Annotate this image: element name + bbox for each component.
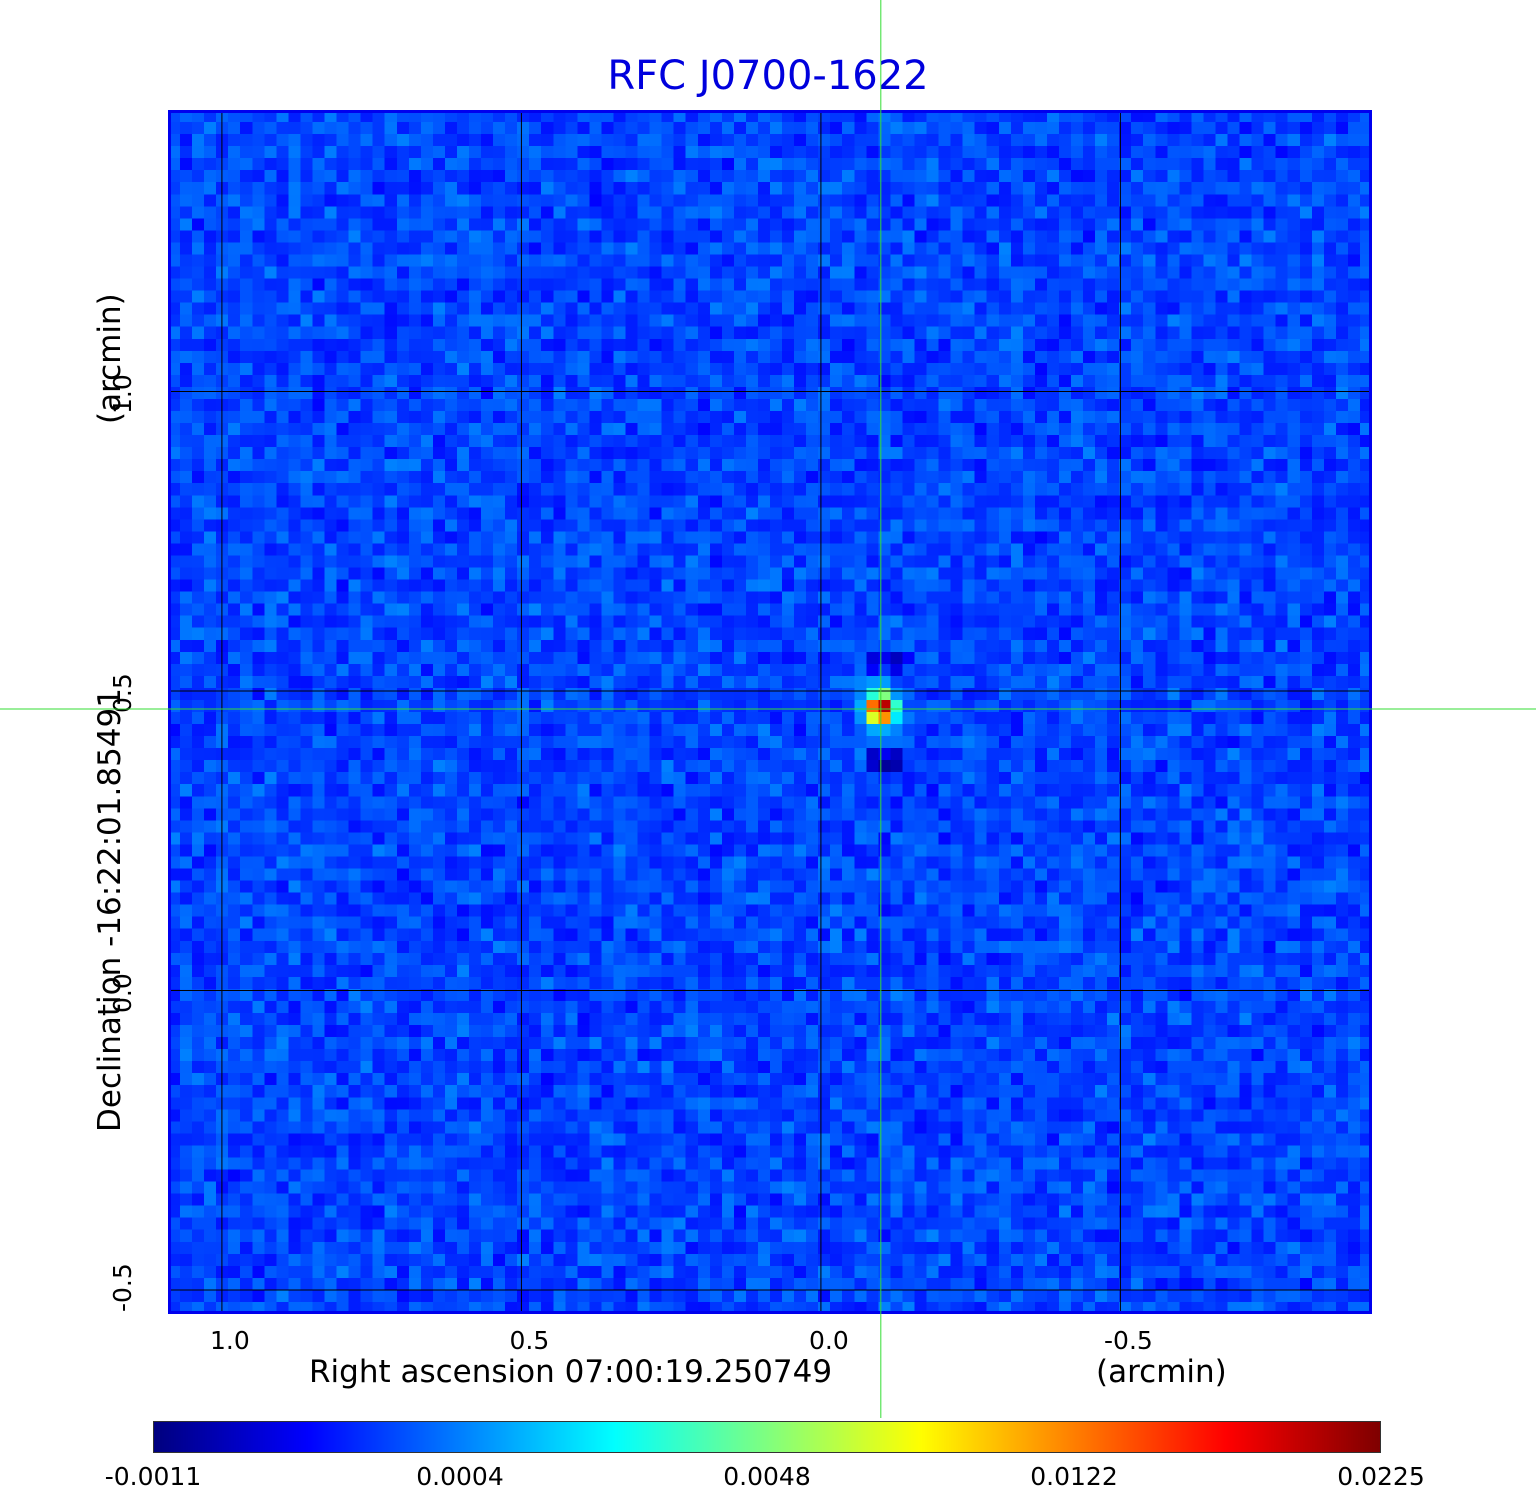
colorbar-tick-label: 0.0004 <box>416 1462 504 1491</box>
x-tick-label: 0.5 <box>509 1326 550 1355</box>
colorbar-tick-label: 0.0225 <box>1337 1462 1425 1491</box>
plot-frame <box>168 110 1372 1314</box>
x-tick-label: 0.0 <box>809 1326 849 1355</box>
x-tick-label: -0.5 <box>1104 1326 1153 1355</box>
x-axis-unit: (arcmin) <box>1096 1354 1227 1390</box>
y-axis-label: Declination -16:22:01.85491 <box>92 688 128 1132</box>
y-axis-unit: (arcmin) <box>92 293 128 424</box>
chart-title: RFC J0700-1622 <box>607 53 929 99</box>
heatmap-image <box>168 110 1372 1314</box>
image-map[interactable] <box>168 110 1372 1314</box>
colorbar-tick-label: 0.0048 <box>723 1462 811 1491</box>
colorbar-tick-label: -0.0011 <box>104 1462 202 1491</box>
coordinate-grid <box>168 110 1372 1314</box>
x-axis-label: Right ascension 07:00:19.250749 <box>309 1354 833 1390</box>
y-tick-label: -0.5 <box>108 1263 137 1313</box>
colorbar <box>153 1421 1381 1453</box>
x-tick-label: 1.0 <box>210 1326 250 1355</box>
colorbar-tick-label: 0.0122 <box>1030 1462 1118 1491</box>
